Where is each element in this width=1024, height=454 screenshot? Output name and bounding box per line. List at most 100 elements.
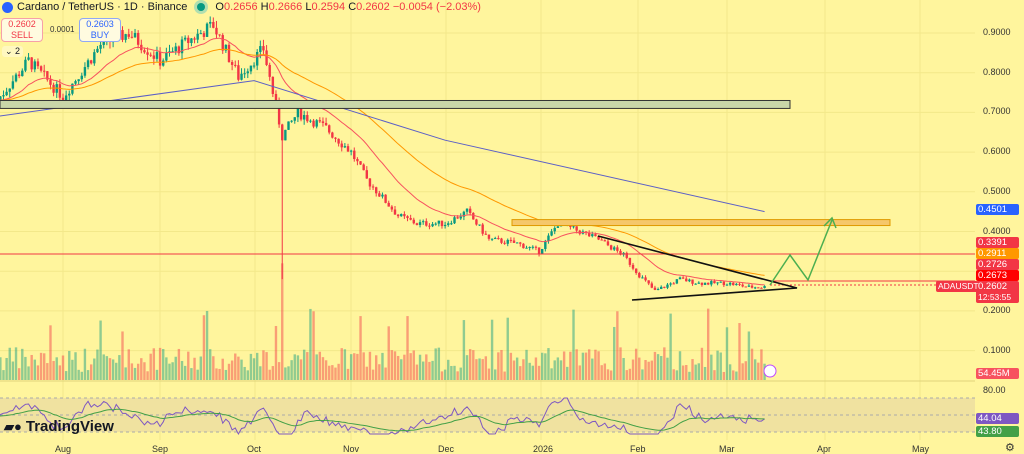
candle-body [609, 245, 613, 250]
volume-bar [700, 347, 704, 380]
volume-bar [127, 349, 130, 380]
volume-bar [566, 366, 569, 380]
volume-bar [722, 371, 726, 380]
candle-body [484, 233, 488, 235]
volume-bar [149, 353, 152, 380]
candle-body [713, 281, 716, 284]
volume-bar [531, 365, 534, 380]
volume-bar [660, 356, 663, 380]
volume-bar [353, 353, 356, 380]
symbol-tag: ADAUSDT [936, 281, 979, 292]
symbol-title[interactable]: Cardano / TetherUS · 1D · Binance [17, 1, 188, 13]
volume-bar [55, 357, 58, 380]
volume-bar [61, 355, 65, 380]
volume-bar [234, 353, 237, 380]
volume-bar [281, 263, 284, 380]
candle-body [371, 186, 375, 188]
price-tick: 0.6000 [983, 146, 1011, 157]
volume-bar [262, 350, 265, 380]
volume-bar [606, 369, 610, 380]
volume-bar [356, 353, 359, 380]
candle-body [212, 21, 215, 28]
collapse-indicators-button[interactable]: ⌄ 2 [2, 46, 24, 57]
volume-bar [337, 363, 340, 380]
volume-bar [638, 357, 641, 380]
volume-bar [719, 352, 722, 380]
volume-bar [631, 359, 635, 380]
candle-body [381, 194, 384, 197]
volume-bar [597, 351, 600, 380]
candle-body [534, 246, 538, 248]
candle-body [556, 226, 560, 228]
rsi-tick: 80.00 [983, 385, 1006, 395]
volume-bar [678, 351, 682, 380]
buy-button[interactable]: 0.2603 BUY [79, 18, 121, 42]
volume-bar [133, 367, 137, 380]
volume-bar [324, 360, 328, 380]
candle-body [299, 107, 303, 120]
volume-bar [750, 348, 754, 380]
volume-bar [525, 349, 528, 380]
candle-body [365, 170, 369, 179]
candle-body [2, 95, 5, 97]
volume-bar [359, 316, 362, 380]
volume-bar [74, 352, 77, 380]
candle-body [757, 287, 760, 289]
candle-body [86, 60, 90, 68]
candle-body [468, 208, 472, 213]
candle-body [36, 61, 40, 67]
candle-body [572, 226, 575, 228]
volume-bar [484, 356, 488, 380]
candle-body [434, 223, 437, 225]
ema-fast-price-tag: 0.2726 [976, 259, 1019, 270]
settings-gear-icon[interactable]: ⚙ [1005, 442, 1015, 454]
volume-bar [713, 370, 716, 380]
volume-bar [180, 360, 184, 380]
volume-bar [212, 356, 215, 380]
volume-bar [519, 366, 522, 380]
volume-bar [688, 371, 691, 380]
price-tick: 0.5000 [983, 185, 1011, 196]
volume-bar [46, 363, 49, 380]
volume-bar [650, 360, 654, 380]
rsi-ma-tag: 43.80 [976, 426, 1019, 437]
candle-body [356, 159, 359, 162]
volume-bar [255, 352, 259, 380]
candle-body [89, 60, 93, 64]
candle-body [688, 279, 691, 282]
volume-bar [158, 347, 162, 380]
volume-bar [481, 359, 484, 380]
candle-body [318, 120, 322, 122]
candle-body [353, 150, 356, 160]
candle-body [183, 37, 187, 40]
candle-body [540, 248, 544, 254]
volume-bar [472, 350, 475, 380]
candle-body [400, 214, 403, 217]
candle-body [259, 46, 262, 52]
volume-bar [209, 349, 212, 380]
candle-body [418, 222, 422, 225]
candle-body [638, 272, 641, 278]
rsi-line [0, 397, 765, 436]
candle-body [641, 277, 644, 279]
volume-bar [321, 357, 325, 380]
volume-bar [497, 352, 500, 380]
sell-button[interactable]: 0.2602 SELL [1, 18, 43, 42]
candle-body [378, 193, 381, 197]
candle-body [744, 286, 747, 288]
volume-bar [237, 356, 240, 380]
price-tick: 0.2000 [983, 304, 1011, 315]
volume-bar [77, 369, 80, 380]
volume-bar [136, 363, 140, 380]
candle-body [613, 247, 616, 250]
candle-body [509, 239, 513, 241]
candle-body [550, 231, 553, 236]
volume-bar [64, 371, 68, 380]
volume-bar [475, 359, 478, 380]
candle-body [512, 240, 516, 243]
volume-bar [616, 311, 619, 380]
candle-body [396, 214, 400, 217]
volume-bar [115, 362, 118, 380]
candle-body [21, 70, 24, 77]
